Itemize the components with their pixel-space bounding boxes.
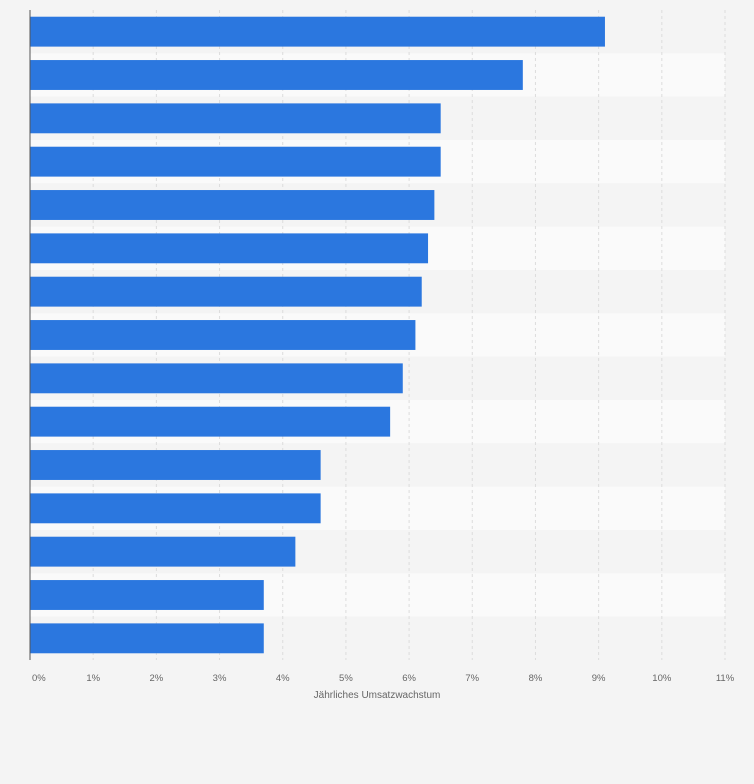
bar[interactable] bbox=[30, 406, 391, 437]
x-tick-label: 4% bbox=[276, 673, 290, 684]
bar[interactable] bbox=[30, 146, 441, 177]
bar[interactable] bbox=[30, 623, 264, 654]
bar[interactable] bbox=[30, 363, 403, 394]
x-axis-ticks: 0% 1% 2% 3% 4% 5% 6% 7% 8% 9% 10% 11% bbox=[32, 673, 735, 684]
bar[interactable] bbox=[30, 450, 321, 480]
bars bbox=[30, 16, 605, 654]
bar[interactable] bbox=[30, 580, 264, 610]
x-tick-label: 10% bbox=[652, 673, 672, 684]
x-tick-label: 7% bbox=[465, 673, 479, 684]
bar[interactable] bbox=[30, 233, 429, 264]
bar[interactable] bbox=[30, 536, 296, 567]
x-tick-label: 6% bbox=[402, 673, 416, 684]
bar[interactable] bbox=[30, 60, 523, 90]
x-tick-label: 5% bbox=[339, 673, 353, 684]
x-tick-label: 2% bbox=[149, 673, 163, 684]
x-tick-label: 1% bbox=[86, 673, 100, 684]
x-tick-label: 3% bbox=[213, 673, 227, 684]
bar[interactable] bbox=[30, 16, 605, 47]
x-tick-label: 8% bbox=[529, 673, 543, 684]
x-tick-label: 9% bbox=[592, 673, 606, 684]
bar[interactable] bbox=[30, 276, 422, 307]
bar[interactable] bbox=[30, 103, 441, 134]
bar[interactable] bbox=[30, 493, 321, 524]
x-tick-label: 0% bbox=[32, 673, 46, 684]
bar[interactable] bbox=[30, 190, 435, 220]
bar[interactable] bbox=[30, 320, 416, 350]
x-tick-label: 11% bbox=[716, 673, 735, 684]
x-axis-label: Jährliches Umsatzwachstum bbox=[314, 690, 441, 701]
